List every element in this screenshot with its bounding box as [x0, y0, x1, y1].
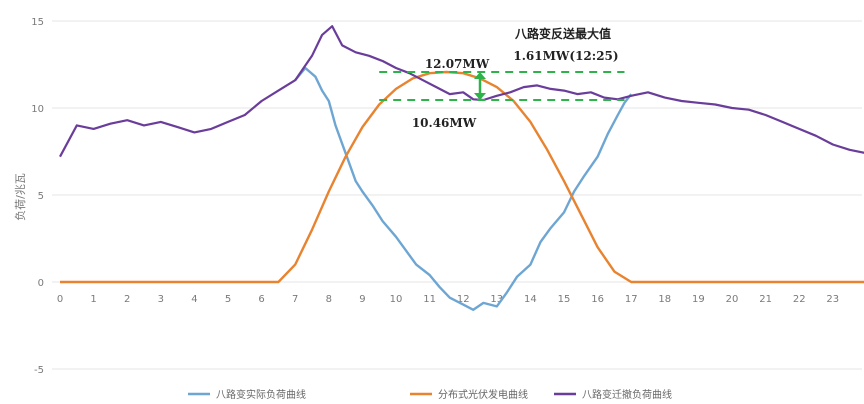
series-line — [294, 66, 633, 311]
arrow-head-down — [474, 92, 486, 100]
legend-label: 分布式光伏发电曲线 — [438, 388, 528, 401]
x-tick-label: 9 — [359, 294, 365, 305]
x-tick-label: 10 — [390, 294, 403, 305]
y-axis-ticks: 15 10 5 0 -5 — [31, 17, 44, 376]
x-tick-label: 15 — [558, 294, 571, 305]
x-tick-label: 8 — [326, 294, 332, 305]
legend-label: 八路变迁撤负荷曲线 — [582, 388, 672, 401]
y-tick-label: 5 — [38, 191, 44, 202]
y-tick-label: 15 — [31, 17, 44, 28]
series-line — [59, 25, 864, 158]
x-tick-label: 1 — [90, 294, 96, 305]
annotation-title: 八路变反送最大值 — [514, 26, 611, 41]
x-tick-label: 21 — [759, 294, 772, 305]
x-tick-label: 0 — [57, 294, 63, 305]
x-tick-label: 4 — [191, 294, 197, 305]
x-tick-label: 16 — [591, 294, 604, 305]
y-axis-label: 负荷/兆瓦 — [13, 173, 27, 221]
x-tick-label: 6 — [258, 294, 264, 305]
x-tick-label: 20 — [726, 294, 739, 305]
x-tick-label: 19 — [692, 294, 705, 305]
x-tick-label: 22 — [793, 294, 806, 305]
legend-label: 八路变实际负荷曲线 — [216, 388, 306, 401]
x-axis-ticks: 0 1 2 3 4 5 6 7 8 9 10 11 12 13 14 15 16 17 18 19 20 21 22 23 — [57, 294, 839, 305]
annotation-max-reverse: 1.61MW(12:25) — [513, 49, 618, 63]
y-tick-label: 0 — [38, 278, 44, 289]
arrow-head-up — [474, 71, 486, 79]
legend: 八路变实际负荷曲线 分布式光伏发电曲线 八路变迁撤负荷曲线 — [188, 388, 672, 401]
annotation-upper-level: 12.07MW — [425, 57, 490, 71]
x-tick-label: 3 — [158, 294, 164, 305]
y-tick-label: 10 — [31, 104, 44, 115]
x-tick-label: 14 — [524, 294, 537, 305]
x-tick-label: 13 — [490, 294, 503, 305]
max-reverse-arrow-icon — [474, 71, 486, 100]
series-line — [60, 70, 864, 284]
x-tick-label: 18 — [658, 294, 671, 305]
x-tick-label: 17 — [625, 294, 638, 305]
y-tick-label: -5 — [34, 365, 44, 376]
annotation-lower-level: 10.46MW — [412, 116, 477, 130]
x-tick-label: 5 — [225, 294, 231, 305]
x-tick-label: 7 — [292, 294, 298, 305]
x-tick-label: 2 — [124, 294, 130, 305]
x-tick-label: 12 — [457, 294, 470, 305]
x-tick-label: 11 — [423, 294, 436, 305]
x-tick-label: 23 — [826, 294, 839, 305]
